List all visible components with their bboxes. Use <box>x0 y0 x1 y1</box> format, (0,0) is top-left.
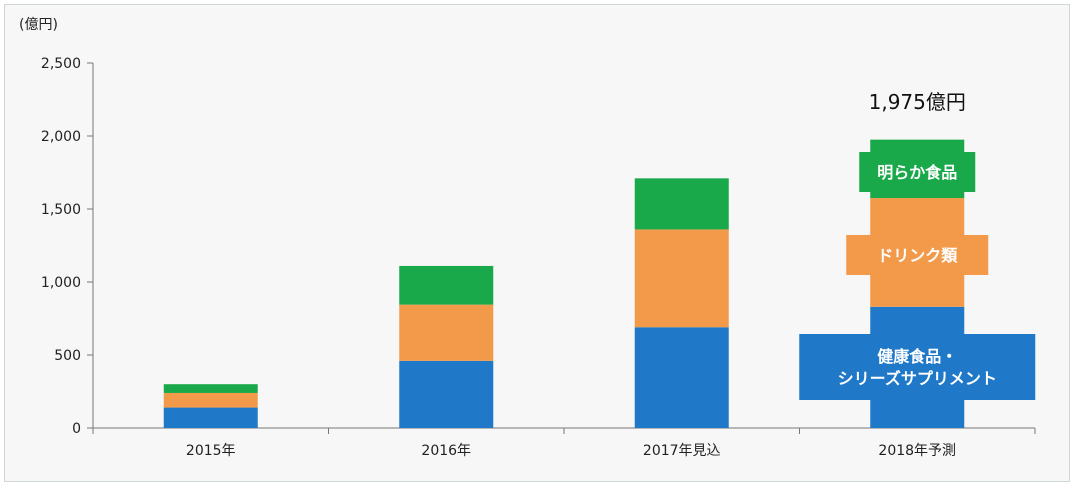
y-tick-label: 1,500 <box>41 202 81 218</box>
bar-segment-drinks-0 <box>163 392 258 408</box>
series-callout-box <box>846 235 989 275</box>
series-callout-label: ドリンク類 <box>877 246 958 265</box>
x-category-label: 2018年予測 <box>878 443 956 459</box>
x-category-label: 2015年 <box>186 443 236 459</box>
y-tick-label: 2,500 <box>41 56 81 72</box>
bar-segment-clear-food-2 <box>634 178 729 230</box>
total-annotation: 1,975億円 <box>869 90 966 114</box>
x-category-label: 2017年見込 <box>643 443 721 459</box>
bar-segment-clear-food-1 <box>399 265 494 305</box>
chart-frame: (億円) 0 500 1,000 1,500 2,000 2,500 2015年 2016年 20… <box>4 4 1070 482</box>
y-unit-label: (億円) <box>19 17 58 33</box>
series-callout-box <box>859 152 976 192</box>
series-callout-label: 健康食品・ <box>877 347 957 366</box>
bar-segment-health-food-1 <box>399 360 494 428</box>
bar-segment-health-food-0 <box>163 407 258 428</box>
bar-segment-drinks-2 <box>634 229 729 328</box>
bar-segment-health-food-2 <box>634 327 729 428</box>
series-callout-label: 明らか食品 <box>877 163 957 182</box>
y-tick-label: 2,000 <box>41 129 81 145</box>
stacked-bar-chart: (億円) 0 500 1,000 1,500 2,000 2,500 2015年 2016年 20… <box>19 17 1036 459</box>
bar-segment-drinks-1 <box>399 304 494 361</box>
y-tick-label: 1,000 <box>41 275 81 291</box>
y-tick-label: 500 <box>54 348 81 364</box>
series-callout-box <box>799 334 1036 400</box>
series-callout-label: シリーズサプリメント <box>838 369 997 388</box>
bar-segment-clear-food-0 <box>163 384 258 393</box>
y-tick-label: 0 <box>72 421 81 437</box>
x-category-label: 2016年 <box>421 443 471 459</box>
